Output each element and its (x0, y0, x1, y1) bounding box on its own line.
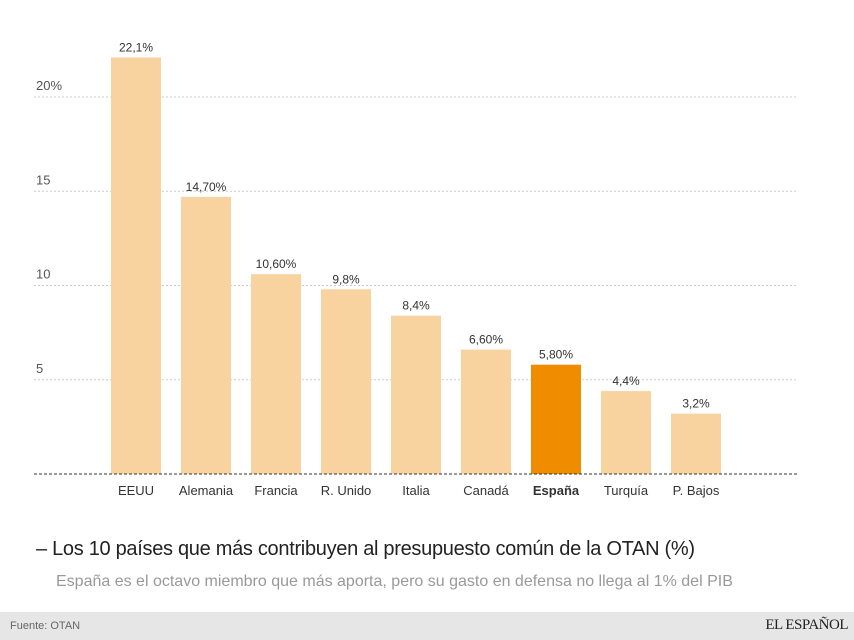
y-tick-label: 15 (36, 172, 50, 187)
data-label: 5,80% (539, 348, 573, 362)
bar (461, 349, 511, 474)
y-tick-label: 10 (36, 267, 50, 282)
data-label: 10,60% (256, 257, 297, 271)
footer: Fuente: OTAN EL ESPAÑOL (0, 612, 854, 640)
x-tick-label: Francia (254, 483, 298, 498)
data-label: 6,60% (469, 333, 503, 347)
bar (181, 196, 231, 474)
bar (531, 364, 581, 474)
bar (111, 57, 161, 474)
x-tick-label: Turquía (604, 483, 649, 498)
data-label: 3,2% (682, 397, 710, 411)
x-tick-label: España (533, 483, 580, 498)
bar (321, 289, 371, 474)
x-tick-label: EEUU (118, 483, 154, 498)
data-label: 9,8% (332, 272, 360, 286)
chart-subtitle: España es el octavo miembro que más apor… (56, 573, 733, 590)
data-label: 4,4% (612, 374, 640, 388)
y-tick-label: 5 (36, 361, 43, 376)
data-label: 14,70% (186, 180, 227, 194)
x-tick-label: Italia (402, 483, 430, 498)
data-label: 8,4% (402, 299, 430, 313)
x-tick-label: R. Unido (321, 483, 372, 498)
bar (671, 413, 721, 474)
bar (391, 315, 441, 474)
el-espanol-logo: EL ESPAÑOL (765, 617, 848, 633)
source-note: Fuente: OTAN (10, 620, 81, 632)
bar (601, 391, 651, 474)
bar-chart: 5 10 15 20% 22,1% EEUU 14,70% Alemania 10,60% Fra… (34, 40, 797, 498)
x-tick-label: Alemania (179, 483, 234, 498)
data-label: 22,1% (119, 40, 153, 54)
x-tick-label: P. Bajos (673, 483, 720, 498)
x-tick-label: Canadá (463, 483, 509, 498)
bar (251, 274, 301, 474)
chart-title: – Los 10 países que más contribuyen al p… (36, 538, 695, 560)
y-tick-label: 20% (36, 78, 62, 93)
